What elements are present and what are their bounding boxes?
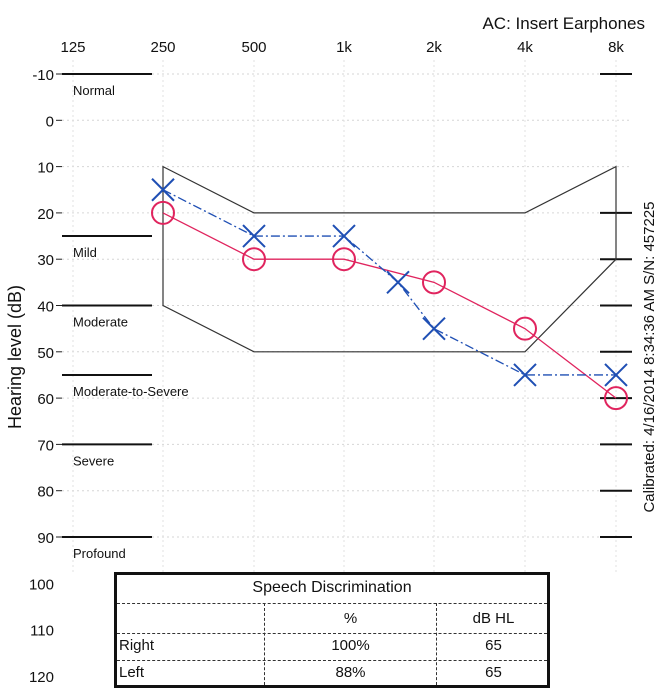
right-ear-marker bbox=[604, 386, 628, 411]
x-tick-label: 250 bbox=[150, 39, 175, 56]
left-ear-marker bbox=[386, 270, 410, 295]
x-tick-labels: 125 250 500 1k 2k 4k 8k bbox=[60, 39, 624, 56]
audiogram-series bbox=[151, 178, 628, 411]
left-ear-marker-stroke bbox=[513, 363, 537, 387]
left-ear-marker-stroke bbox=[151, 178, 175, 202]
x-tick-label: 4k bbox=[517, 39, 533, 56]
band-label: Severe bbox=[73, 453, 114, 468]
left-ear-marker bbox=[422, 316, 446, 341]
row-label-left: Left bbox=[119, 664, 145, 681]
right-db-value: 65 bbox=[485, 637, 502, 654]
y-tick-label: 90 bbox=[37, 530, 54, 547]
y-tick-label: 60 bbox=[37, 391, 54, 408]
y-tick-label: -10 bbox=[32, 67, 54, 84]
y-tick-label: 70 bbox=[37, 437, 54, 454]
hearing-band-markers: Normal Mild Moderate Moderate-to-Severe Seve… bbox=[62, 73, 632, 561]
x-tick-label: 1k bbox=[336, 39, 352, 56]
right-ear-marker bbox=[422, 270, 446, 295]
y-axis-label: Hearing level (dB) bbox=[5, 285, 25, 429]
band-label: Mild bbox=[73, 245, 97, 260]
series-line-right bbox=[162, 212, 617, 399]
left-percent-value: 88% bbox=[335, 664, 366, 681]
series-line-left bbox=[162, 189, 616, 376]
table-divider bbox=[117, 603, 547, 604]
left-ear-marker-stroke bbox=[332, 224, 356, 248]
x-tick-label: 2k bbox=[426, 39, 442, 56]
col-header-db-hl: dB HL bbox=[472, 610, 515, 627]
speech-table-title: Speech Discrimination bbox=[252, 579, 412, 596]
right-ear-marker bbox=[513, 316, 537, 341]
right-ear-marker bbox=[242, 247, 266, 272]
y-tick-label: 30 bbox=[37, 252, 54, 269]
right-ear-marker bbox=[151, 200, 175, 225]
y-tick-labels: -10 0 10 20 30 40 50 60 70 80 90 100 110 120 bbox=[29, 67, 62, 686]
y-tick-label: 0 bbox=[46, 113, 54, 130]
right-percent-value: 100% bbox=[331, 637, 370, 654]
band-label: Normal bbox=[73, 83, 115, 98]
table-divider bbox=[117, 633, 547, 634]
speech-banana-outline bbox=[162, 165, 617, 353]
left-ear-marker-stroke bbox=[242, 224, 266, 248]
row-label-right: Right bbox=[119, 637, 155, 654]
x-tick-label: 125 bbox=[60, 39, 85, 56]
left-ear-marker-stroke bbox=[604, 363, 628, 387]
y-tick-label: 20 bbox=[37, 206, 54, 223]
left-db-value: 65 bbox=[485, 664, 502, 681]
x-tick-label: 8k bbox=[608, 39, 624, 56]
band-label: Profound bbox=[73, 546, 126, 561]
y-tick-label: 110 bbox=[30, 623, 54, 640]
band-label: Moderate-to-Severe bbox=[73, 384, 189, 399]
y-tick-label: 50 bbox=[37, 345, 54, 362]
left-ear-marker bbox=[513, 363, 537, 387]
col-header-percent: % bbox=[343, 610, 358, 627]
transducer-label: AC: Insert Earphones bbox=[482, 14, 645, 33]
left-ear-marker-stroke bbox=[386, 270, 410, 295]
y-tick-label: 120 bbox=[29, 669, 54, 686]
y-tick-label: 10 bbox=[37, 160, 54, 177]
table-divider bbox=[117, 660, 547, 661]
x-tick-label: 500 bbox=[241, 39, 266, 56]
left-ear-marker bbox=[604, 363, 628, 387]
band-label: Moderate bbox=[73, 315, 128, 330]
table-divider bbox=[436, 603, 437, 685]
left-ear-marker bbox=[151, 178, 175, 202]
y-tick-label: 80 bbox=[37, 484, 54, 501]
left-ear-marker-stroke bbox=[422, 316, 446, 341]
speech-banana-region bbox=[162, 165, 617, 353]
right-ear-marker bbox=[332, 247, 356, 272]
left-ear-marker bbox=[332, 224, 356, 248]
left-ear-marker bbox=[242, 224, 266, 248]
y-tick-label: 40 bbox=[37, 299, 54, 316]
calibration-note: Calibrated: 4/16/2014 8:34:36 AM S/N: 45… bbox=[641, 201, 658, 512]
table-divider bbox=[264, 603, 265, 685]
chart-gridlines bbox=[62, 60, 632, 572]
y-tick-label: 100 bbox=[29, 576, 54, 593]
speech-discrimination-table: Speech Discrimination % dB HL Right 100%… bbox=[114, 572, 550, 688]
